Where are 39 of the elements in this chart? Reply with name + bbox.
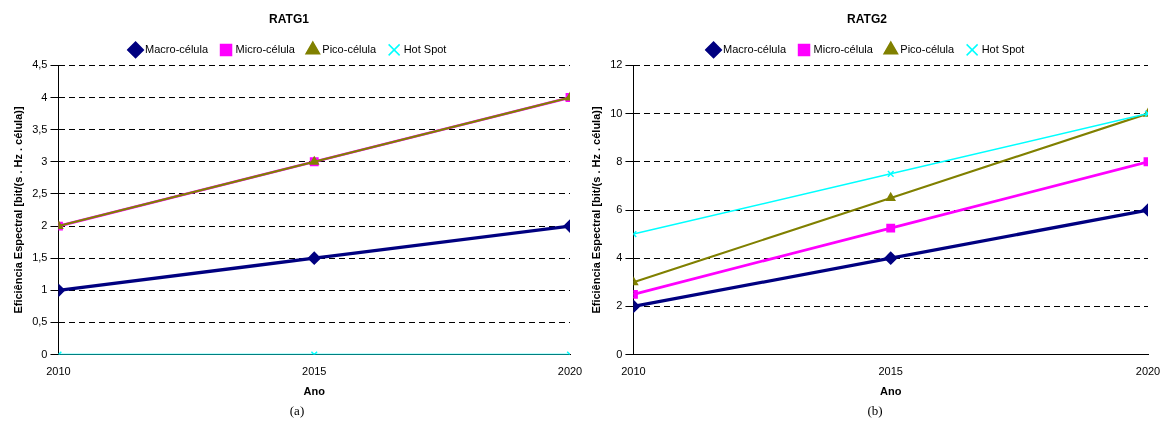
y-tick-label: 8 [616, 154, 623, 167]
legend-label: Micro-célula [235, 42, 296, 55]
y-tick-label: 1,5 [32, 251, 48, 264]
y-axis-title: Eficiência Espectral [bit/(s . Hz . célula)] [589, 106, 602, 314]
legend-label: Pico-célula [900, 42, 956, 55]
legend-label: Micro-célula [813, 42, 874, 55]
x-tick-label: 2020 [1135, 365, 1161, 378]
legend-label: Hot Spot [981, 42, 1025, 55]
text: (a) [288, 403, 306, 419]
y-tick-label: 0 [41, 347, 48, 360]
y-tick-label: 12 [610, 58, 623, 71]
y-tick-label: 0 [616, 347, 623, 360]
chart-title: RATG2 [847, 11, 888, 26]
legend-label: Hot Spot [403, 42, 447, 55]
chart-title: RATG1 [269, 11, 310, 26]
y-tick-label: 10 [610, 106, 623, 119]
y-tick-label: 0,5 [32, 315, 48, 328]
text: (b) [866, 403, 884, 419]
x-axis-title: Ano [880, 385, 902, 398]
y-tick-label: 3,5 [32, 122, 48, 135]
y-tick-label: 2 [616, 299, 623, 312]
y-tick-label: 3 [41, 154, 48, 167]
legend-label: Macro-célula [723, 42, 787, 55]
y-tick-label: 4,5 [32, 58, 48, 71]
x-tick-label: 2020 [557, 365, 583, 378]
x-tick-label: 2010 [621, 365, 646, 378]
x-tick-label: 2010 [46, 365, 71, 378]
y-tick-label: 6 [616, 203, 623, 216]
x-axis-title: Ano [303, 385, 326, 398]
y-axis-title: Eficiência Espectral [bit/(s . Hz . célula)] [11, 106, 24, 314]
y-tick-label: 4 [41, 90, 48, 103]
y-tick-label: 1 [41, 283, 48, 296]
legend-label: Pico-célula [322, 42, 378, 55]
x-tick-label: 2015 [878, 365, 903, 378]
x-tick-label: 2015 [302, 365, 327, 378]
y-tick-label: 4 [616, 251, 623, 264]
legend-label: Macro-célula [145, 42, 209, 55]
y-tick-label: 2,5 [32, 186, 48, 199]
y-tick-label: 2 [41, 219, 48, 232]
